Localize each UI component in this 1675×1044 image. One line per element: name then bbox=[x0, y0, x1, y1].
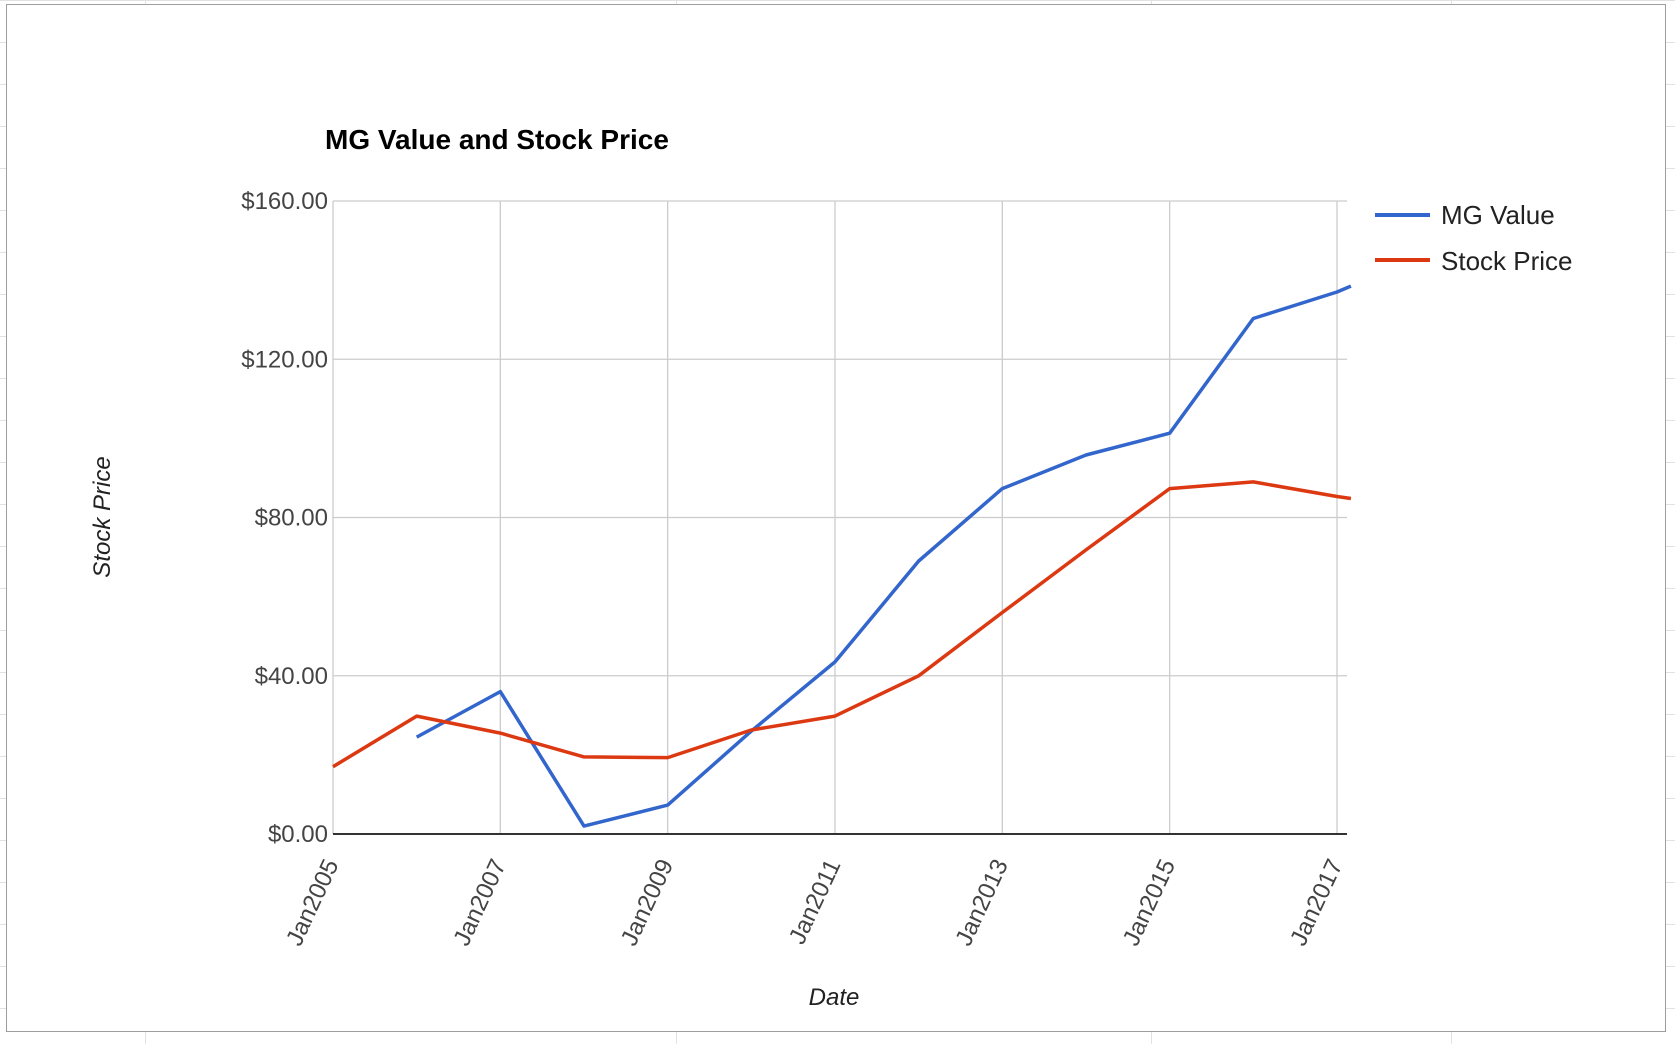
y-tick-label: $40.00 bbox=[255, 663, 328, 690]
legend-label-mg-value: MG Value bbox=[1441, 200, 1555, 230]
legend-label-stock-price: Stock Price bbox=[1441, 246, 1573, 276]
y-tick-label: $0.00 bbox=[268, 821, 328, 848]
y-tick-label: $160.00 bbox=[241, 188, 328, 215]
chart-title: MG Value and Stock Price bbox=[325, 124, 669, 155]
gridlines bbox=[332, 200, 1347, 834]
legend-item-stock-price[interactable]: Stock Price bbox=[1375, 246, 1573, 276]
x-tick-label: Jan2009 bbox=[616, 855, 679, 950]
x-tick-label: Jan2017 bbox=[1285, 855, 1348, 950]
y-tick-label: $80.00 bbox=[255, 505, 328, 532]
x-tick-label: Jan2013 bbox=[950, 855, 1013, 950]
x-tick-label: Jan2005 bbox=[281, 855, 344, 950]
series-lines[interactable] bbox=[332, 284, 1352, 828]
x-tick-label: Jan2015 bbox=[1118, 855, 1181, 950]
series-line-mg-value[interactable] bbox=[415, 284, 1352, 828]
x-axis-title: Date bbox=[809, 984, 860, 1011]
y-axis-title: Stock Price bbox=[89, 456, 116, 577]
series-line-stock-price[interactable] bbox=[332, 480, 1352, 769]
x-tick-label: Jan2011 bbox=[784, 855, 847, 948]
y-axis-tick-labels: $0.00 $40.00 $80.00 $120.00 $160.00 bbox=[241, 188, 328, 848]
legend-item-mg-value[interactable]: MG Value bbox=[1375, 200, 1555, 230]
legend[interactable]: MG Value Stock Price bbox=[1375, 200, 1573, 276]
y-tick-label: $120.00 bbox=[241, 346, 328, 373]
x-tick-label: Jan2007 bbox=[448, 855, 511, 950]
x-axis-tick-labels: Jan2005 Jan2007 Jan2009 Jan2011 Jan2013 Jan20… bbox=[281, 855, 1348, 950]
